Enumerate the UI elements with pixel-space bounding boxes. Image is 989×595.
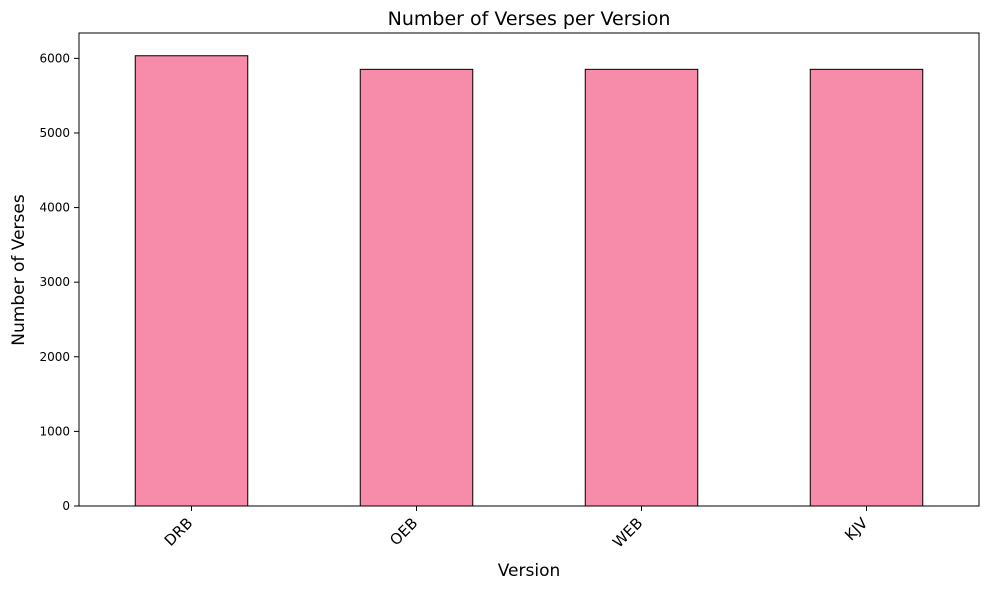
x-tick-label: WEB	[609, 514, 646, 551]
y-tick-label: 6000	[39, 51, 70, 65]
x-axis-label: Version	[498, 561, 561, 581]
x-axis: DRB OEB WEB KJV	[161, 506, 872, 551]
y-tick-label: 4000	[39, 201, 70, 215]
bar-drb	[134, 55, 249, 507]
bar-oeb	[359, 68, 474, 507]
y-tick-label: 1000	[39, 424, 70, 438]
x-tick-label: OEB	[386, 514, 421, 549]
y-tick-label: 0	[62, 499, 70, 513]
bar-kjv	[809, 68, 924, 507]
y-axis-label: Number of Verses	[9, 194, 29, 346]
x-tick-label: KJV	[841, 514, 872, 545]
bars-group	[134, 55, 924, 507]
y-tick-label: 5000	[39, 126, 70, 140]
x-tick-label: DRB	[161, 514, 197, 550]
y-axis: 0 1000 2000 3000 4000 5000 6000	[39, 51, 79, 513]
y-tick-label: 2000	[39, 350, 70, 364]
y-tick-label: 3000	[39, 275, 70, 289]
bar-web	[584, 68, 699, 507]
chart-title: Number of Verses per Version	[388, 8, 671, 30]
plot-frame	[78, 32, 980, 507]
